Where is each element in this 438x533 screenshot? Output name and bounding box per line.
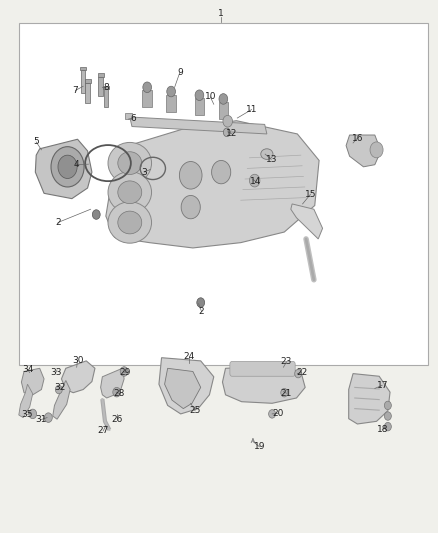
Text: 7: 7 <box>73 86 78 95</box>
Circle shape <box>281 389 288 397</box>
Bar <box>166 95 176 112</box>
Polygon shape <box>19 384 33 418</box>
Circle shape <box>92 210 100 219</box>
Circle shape <box>197 298 205 308</box>
Text: 3: 3 <box>141 167 147 176</box>
Circle shape <box>180 161 202 189</box>
Text: 19: 19 <box>254 442 265 451</box>
Text: 17: 17 <box>376 381 388 390</box>
Bar <box>103 86 109 90</box>
Text: 12: 12 <box>226 130 238 139</box>
Circle shape <box>181 196 200 219</box>
Text: 16: 16 <box>352 134 363 143</box>
Bar <box>124 113 132 119</box>
Ellipse shape <box>108 202 152 243</box>
Text: 10: 10 <box>205 92 216 101</box>
Text: 24: 24 <box>183 352 194 361</box>
Text: 18: 18 <box>376 425 388 434</box>
Polygon shape <box>349 374 390 424</box>
Bar <box>85 83 90 103</box>
Text: 22: 22 <box>296 368 307 377</box>
Text: 6: 6 <box>130 114 136 123</box>
Text: 15: 15 <box>305 190 316 199</box>
Circle shape <box>195 90 204 101</box>
Text: 27: 27 <box>98 426 109 435</box>
Text: 26: 26 <box>111 415 122 424</box>
Ellipse shape <box>118 181 142 204</box>
Bar <box>80 67 86 70</box>
Polygon shape <box>165 368 201 409</box>
Polygon shape <box>291 204 322 239</box>
Polygon shape <box>21 368 44 395</box>
Polygon shape <box>106 120 319 248</box>
Text: 21: 21 <box>281 389 292 398</box>
Circle shape <box>58 155 77 179</box>
Polygon shape <box>223 366 305 403</box>
Text: 23: 23 <box>281 358 292 367</box>
Circle shape <box>370 142 383 158</box>
Circle shape <box>385 412 391 420</box>
Ellipse shape <box>108 142 152 184</box>
Text: 13: 13 <box>265 155 277 164</box>
Text: 2: 2 <box>199 307 205 316</box>
Text: 8: 8 <box>103 83 109 92</box>
Bar <box>194 99 204 115</box>
Circle shape <box>51 147 84 187</box>
Text: 34: 34 <box>22 365 33 374</box>
Text: 31: 31 <box>35 415 46 424</box>
Polygon shape <box>159 358 214 414</box>
Circle shape <box>219 94 228 104</box>
Bar <box>142 91 152 108</box>
Circle shape <box>295 369 302 378</box>
Text: 20: 20 <box>272 409 284 418</box>
Circle shape <box>55 385 62 394</box>
Polygon shape <box>130 117 267 134</box>
Ellipse shape <box>261 149 273 159</box>
Circle shape <box>268 410 276 418</box>
Bar <box>98 73 104 77</box>
Polygon shape <box>101 368 124 398</box>
Text: 32: 32 <box>54 383 66 392</box>
Polygon shape <box>346 135 381 167</box>
Bar <box>85 79 91 83</box>
Ellipse shape <box>118 152 142 174</box>
Circle shape <box>223 128 230 136</box>
Text: 25: 25 <box>189 406 201 415</box>
Circle shape <box>29 409 37 419</box>
Text: 28: 28 <box>113 389 124 398</box>
Circle shape <box>120 367 128 376</box>
Text: 4: 4 <box>74 160 79 169</box>
Text: 5: 5 <box>33 138 39 147</box>
Circle shape <box>385 422 391 431</box>
Text: 30: 30 <box>72 356 83 365</box>
Ellipse shape <box>108 172 152 213</box>
Circle shape <box>143 82 152 93</box>
Bar <box>19 22 428 365</box>
Circle shape <box>212 160 231 184</box>
Text: 35: 35 <box>22 410 33 419</box>
Bar <box>81 70 85 93</box>
Bar <box>104 90 108 108</box>
Polygon shape <box>61 361 95 393</box>
Polygon shape <box>35 139 92 199</box>
Circle shape <box>250 174 260 187</box>
Text: 29: 29 <box>120 368 131 377</box>
Circle shape <box>167 86 176 97</box>
Circle shape <box>223 115 233 127</box>
Text: 33: 33 <box>50 368 62 377</box>
Text: 11: 11 <box>246 105 258 114</box>
Circle shape <box>45 413 52 422</box>
Bar <box>219 102 228 119</box>
Text: 9: 9 <box>177 68 183 77</box>
Ellipse shape <box>118 211 142 234</box>
Text: 2: 2 <box>55 218 61 227</box>
Circle shape <box>385 401 391 410</box>
Text: 14: 14 <box>250 177 261 186</box>
Circle shape <box>113 387 120 397</box>
Bar <box>99 77 103 96</box>
FancyBboxPatch shape <box>230 361 295 376</box>
Polygon shape <box>53 381 70 419</box>
Text: 1: 1 <box>218 9 224 18</box>
